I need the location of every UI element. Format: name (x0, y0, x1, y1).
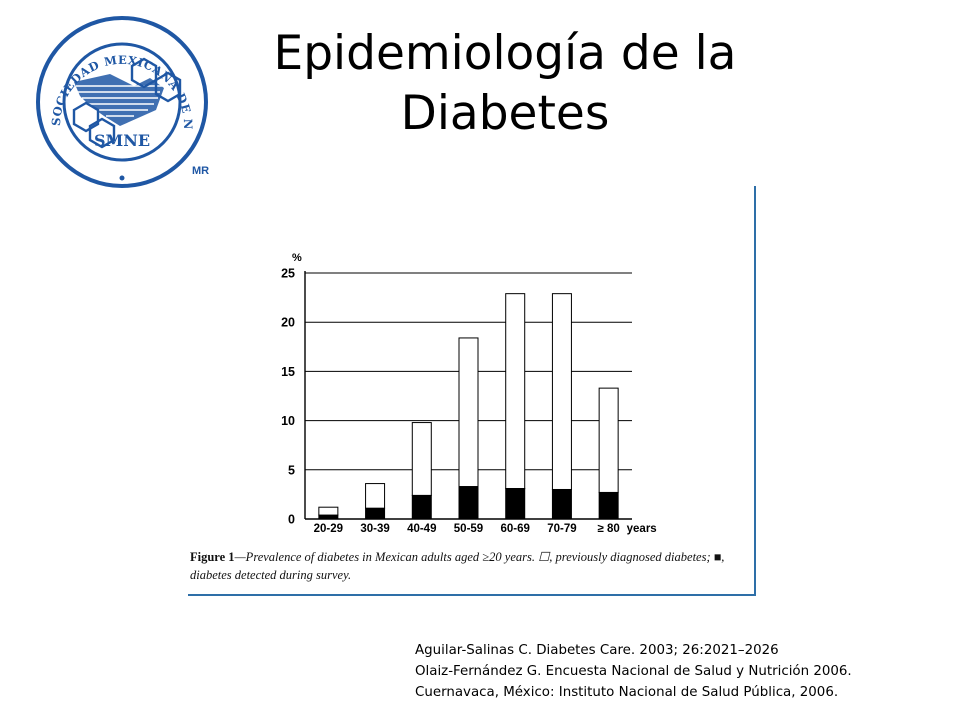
x-tick-label: 40-49 (407, 523, 436, 535)
y-tick-label: 20 (281, 316, 295, 330)
bar-segment-detected_during_survey (551, 488, 572, 520)
smne-logo: SOCIEDAD MEXICANA DE NUTRICIÓN Y ENDOCRI… (22, 14, 209, 188)
x-tick-label: ≥ 80 (597, 523, 619, 535)
x-tick-label: 30-39 (360, 523, 389, 535)
slide-title-line-1: Epidemiología de la (273, 26, 737, 81)
x-tick-label: 60-69 (501, 523, 530, 535)
bar-segment-previously_diagnosed (598, 387, 619, 493)
bar-segment-previously_diagnosed (551, 293, 572, 490)
y-tick-label: 15 (281, 365, 295, 379)
logo-acronym: SMNE (94, 131, 150, 150)
figure-caption: Figure 1—Prevalence of diabetes in Mexic… (190, 548, 750, 584)
bar-segment-previously_diagnosed (318, 506, 339, 516)
x-tick-label: 50-59 (454, 523, 483, 535)
mexico-map-icon (72, 57, 182, 149)
y-axis-label: % (292, 252, 302, 264)
reference-line: Olaiz-Fernández G. Encuesta Nacional de … (415, 664, 852, 679)
bar-segment-detected_during_survey (505, 487, 526, 520)
prevalence-bar-chart: % 0 5 10 15 20 25 20-29 30-39 40-49 50-59 60-69 70-7… (281, 252, 657, 535)
bar-segment-detected_during_survey (598, 491, 619, 520)
bar-segment-previously_diagnosed (365, 483, 386, 509)
chart-bars (318, 293, 619, 520)
logo-mark: MR (192, 165, 209, 177)
figure-caption-text: —Prevalence of diabetes in Mexican adult… (190, 550, 725, 582)
chart-ticks: % 0 5 10 15 20 25 20-29 30-39 40-49 50-59 60-69 70-7… (281, 252, 657, 535)
bar-segment-detected_during_survey (411, 494, 432, 520)
slide-title-line-2: Diabetes (400, 86, 610, 141)
bar-segment-detected_during_survey (365, 507, 386, 520)
y-tick-label: 5 (288, 463, 295, 477)
bar-segment-previously_diagnosed (505, 293, 526, 489)
reference-line: Aguilar-Salinas C. Diabetes Care. 2003; … (415, 643, 779, 658)
y-tick-label: 10 (281, 414, 295, 428)
x-tick-label: 20-29 (314, 523, 343, 535)
x-tick-label: 70-79 (547, 523, 576, 535)
bar-segment-detected_during_survey (318, 514, 339, 520)
y-tick-label: 25 (281, 267, 295, 281)
bar-segment-previously_diagnosed (411, 422, 432, 496)
x-axis-unit-label: years (627, 523, 657, 535)
reference-line: Cuernavaca, México: Instituto Nacional d… (415, 685, 839, 700)
slide-title: Epidemiología de la Diabetes (235, 24, 775, 144)
y-tick-label: 0 (288, 513, 295, 527)
bar-segment-detected_during_survey (458, 486, 479, 520)
bar-segment-previously_diagnosed (458, 337, 479, 488)
references: Aguilar-Salinas C. Diabetes Care. 2003; … (415, 640, 955, 703)
figure-caption-label: Figure 1 (190, 550, 235, 564)
